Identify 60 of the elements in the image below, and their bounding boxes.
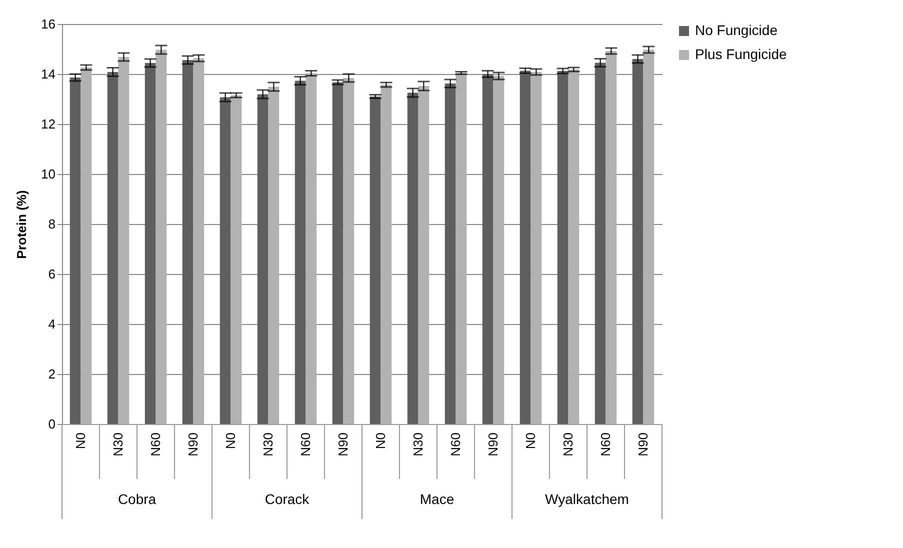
bar xyxy=(407,92,418,424)
y-tick-label: 8 xyxy=(48,216,56,232)
x-tick-label: N90 xyxy=(485,432,500,456)
bar xyxy=(220,97,231,424)
y-tick-label: 4 xyxy=(48,316,56,332)
x-tick-label: N60 xyxy=(598,432,613,456)
bar xyxy=(606,51,617,424)
bar xyxy=(632,59,644,424)
bar xyxy=(107,72,118,424)
y-tick-label: 2 xyxy=(48,366,56,382)
bar xyxy=(268,86,280,424)
x-tick-label: N60 xyxy=(448,432,463,456)
bar xyxy=(370,96,381,424)
x-tick-label: N30 xyxy=(410,432,426,456)
x-tick-label: N30 xyxy=(560,432,576,456)
bar xyxy=(306,73,317,424)
y-tick-label: 16 xyxy=(41,16,56,32)
legend-label: No Fungicide xyxy=(695,22,778,38)
bar xyxy=(530,72,542,424)
bar xyxy=(594,62,606,424)
bar xyxy=(418,86,430,424)
x-tick-label: N60 xyxy=(148,432,163,456)
bar xyxy=(70,78,81,424)
x-tick-label: N30 xyxy=(260,432,276,456)
bar xyxy=(257,94,268,424)
bar xyxy=(482,74,494,424)
y-tick-label: 6 xyxy=(48,266,56,282)
bar xyxy=(643,50,654,424)
x-tick-label: N0 xyxy=(522,432,538,450)
y-axis-title: Protein (%) xyxy=(14,190,30,259)
bar xyxy=(118,57,130,424)
text: Mace xyxy=(420,491,454,507)
bar xyxy=(144,63,156,424)
bar xyxy=(80,68,92,424)
bar xyxy=(456,73,467,424)
bar xyxy=(182,60,194,424)
x-tick-label: N0 xyxy=(72,432,88,450)
x-tick-label: N90 xyxy=(185,432,200,456)
bar xyxy=(343,78,354,424)
text: Corack xyxy=(264,491,310,507)
y-tick-label: 0 xyxy=(48,416,56,432)
legend-label: Plus Fungicide xyxy=(695,46,788,62)
x-tick-label: N60 xyxy=(298,432,313,456)
x-tick-label: N90 xyxy=(635,432,650,456)
y-tick-label: 10 xyxy=(41,166,56,182)
y-tick-label: 12 xyxy=(41,116,56,132)
text: Cobra xyxy=(118,491,156,507)
x-tick-label: N30 xyxy=(110,432,126,456)
bar xyxy=(193,58,204,424)
bar xyxy=(493,76,504,424)
text: Wyalkatchem xyxy=(545,491,629,507)
bar xyxy=(294,80,306,424)
bar xyxy=(156,50,167,424)
x-tick-label: N0 xyxy=(372,432,388,450)
bar xyxy=(557,71,568,424)
y-tick-label: 14 xyxy=(41,66,56,82)
x-tick-label: N90 xyxy=(335,432,350,456)
bar xyxy=(444,84,456,424)
x-tick-label: N0 xyxy=(222,432,238,450)
bar xyxy=(520,70,531,424)
